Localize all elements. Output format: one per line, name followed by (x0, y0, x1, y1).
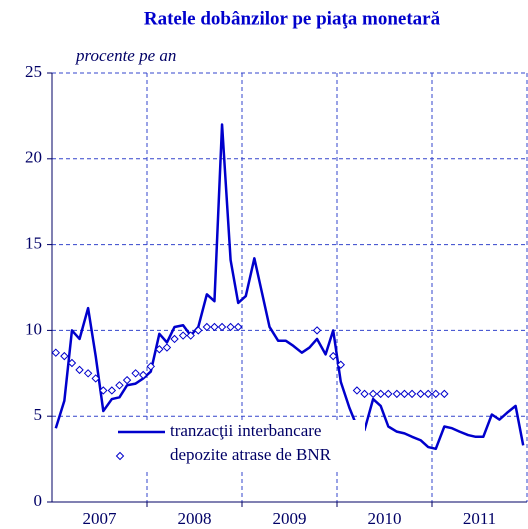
marker (83, 369, 93, 378)
marker (202, 322, 212, 332)
series-line (54, 123, 525, 451)
marker (416, 389, 425, 399)
x-tick-label: 2008 (178, 509, 212, 528)
chart-title: Ratele dobânzilor pe piaţa monetară (144, 8, 441, 29)
marker (99, 386, 108, 395)
marker (312, 326, 322, 335)
marker (384, 389, 393, 399)
marker (226, 322, 235, 332)
marker (186, 331, 195, 340)
marker (392, 389, 402, 399)
marker (423, 389, 433, 399)
marker (336, 360, 346, 369)
marker (138, 370, 148, 380)
marker (233, 322, 243, 332)
x-tick-label: 2007 (83, 509, 118, 528)
x-tick-label: 2009 (273, 509, 307, 528)
y-tick-label: 20 (25, 148, 42, 167)
x-tick-label: 2011 (463, 509, 496, 528)
marker (75, 365, 84, 375)
marker (431, 389, 441, 399)
legend-box (110, 420, 365, 470)
marker (107, 386, 117, 395)
marker (178, 331, 188, 340)
marker (194, 326, 203, 335)
marker (60, 351, 69, 361)
chart-subtitle: procente pe an (75, 46, 176, 65)
marker (217, 322, 227, 332)
marker (131, 369, 140, 378)
marker (51, 348, 61, 357)
y-tick-label: 10 (25, 319, 42, 338)
marker (122, 375, 132, 385)
y-tick-label: 5 (34, 405, 43, 424)
legend-label: tranzacţii interbancare (170, 421, 321, 440)
marker (368, 389, 378, 399)
marker (91, 374, 100, 383)
marker (440, 389, 449, 399)
marker (400, 389, 409, 399)
y-tick-label: 0 (34, 491, 43, 510)
legend-label: depozite atrase de BNR (170, 445, 332, 464)
marker (328, 351, 338, 361)
marker (376, 389, 385, 399)
marker (155, 345, 164, 354)
legend-swatch (115, 451, 125, 461)
marker (115, 381, 124, 390)
marker (360, 389, 369, 399)
y-tick-label: 15 (25, 234, 42, 253)
x-tick-label: 2010 (368, 509, 402, 528)
marker (352, 386, 362, 395)
y-tick-label: 25 (25, 62, 42, 81)
marker (67, 358, 77, 368)
marker (162, 343, 172, 352)
marker (210, 322, 219, 332)
marker (407, 389, 417, 399)
marker (146, 362, 156, 371)
marker (170, 334, 179, 344)
